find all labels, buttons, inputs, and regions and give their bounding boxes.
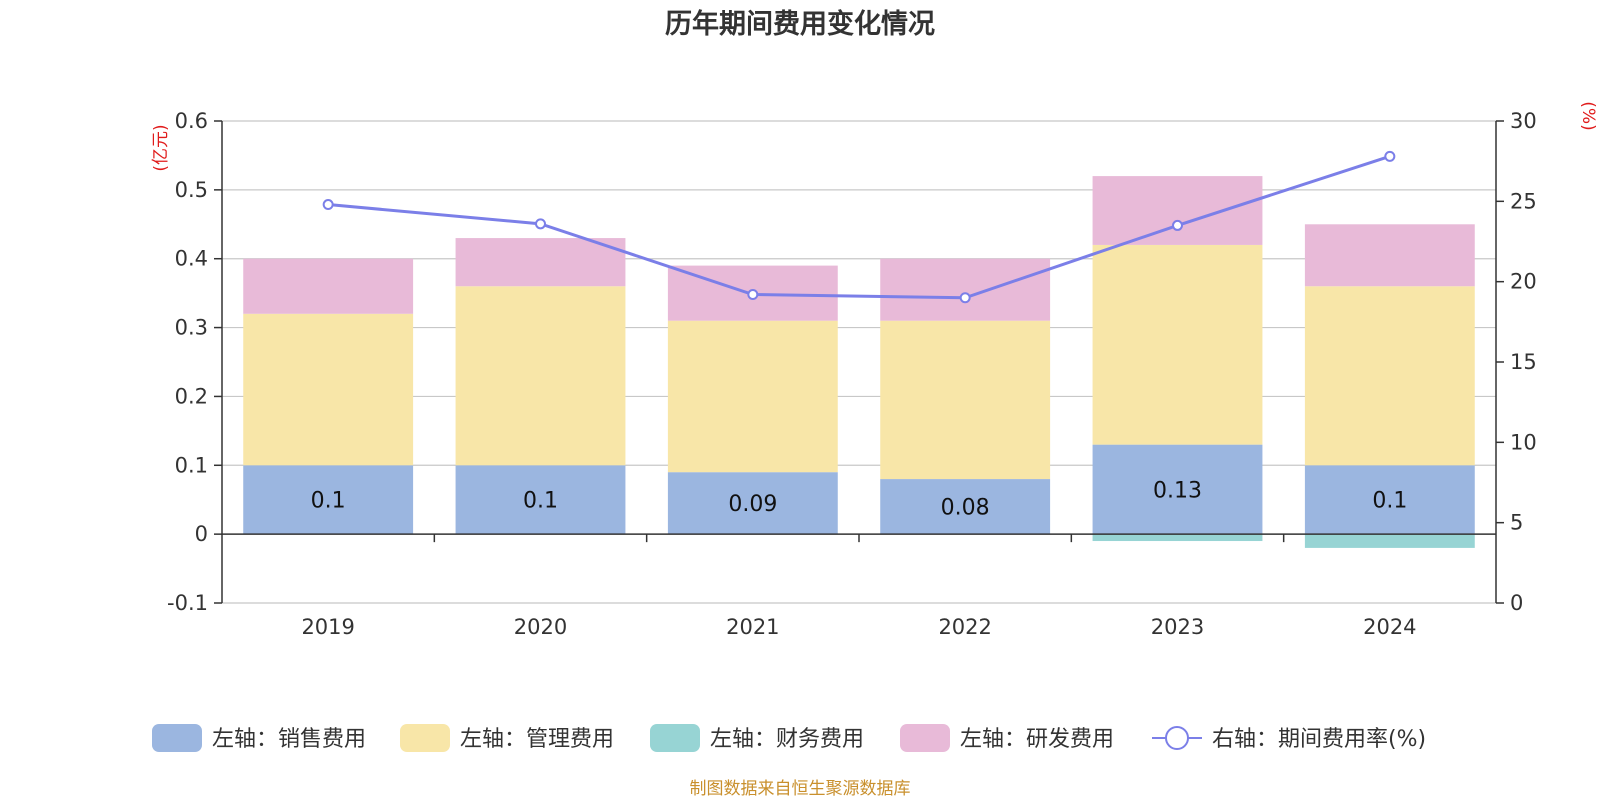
left-tick-label: -0.1 [167,591,208,615]
bar-segment [1092,444,1263,535]
bars [243,176,1475,548]
source-note: 制图数据来自恒生聚源数据库 [690,779,911,799]
left-tick-label: 0.6 [175,109,208,133]
bar-segment [243,313,414,466]
bar-segment [880,320,1051,480]
rate-line-path [328,154,1391,300]
legend-label: 左轴：财务费用 [710,727,864,752]
right-tick-label: 10 [1510,430,1537,454]
left-tick-label: 0.4 [175,247,208,271]
left-tick-label: 0.1 [175,453,208,477]
left-axis-unit: (亿元) [151,124,171,171]
grid-lines [222,120,1496,604]
legend-item[interactable]: 左轴：销售费用 [152,724,366,752]
right-tick-label: 25 [1510,189,1537,213]
bar-segment [1092,176,1263,245]
bar-segment [1304,465,1475,535]
legend-swatch [400,724,450,752]
right-tick-label: 20 [1510,270,1537,294]
legend-swatch [650,724,700,752]
x-tick-label: 2022 [938,615,991,639]
left-tick-label: 0.2 [175,384,208,408]
bar-data-label: 0.1 [523,489,558,514]
bar-segment [243,258,414,314]
bar-segment [667,472,838,535]
bar-data-label: 0.1 [311,489,346,514]
bar-data-label: 0.1 [1372,489,1407,514]
legend-item[interactable]: 左轴：研发费用 [900,724,1114,752]
right-axis-unit: (%) [1578,101,1598,130]
legend-marker [1165,726,1189,750]
rate-point [959,292,971,304]
bar-segment [455,465,626,535]
axes: -0.1 0 0.1 0.2 0.3 0.4 0.5 0.6 0 5 10 15 20 25 30 2019 2… [167,109,1537,639]
right-tick-label: 0 [1510,591,1523,615]
bar-segment [1092,534,1263,542]
bar-data-label: 0.09 [728,492,777,517]
rate-point [535,218,546,230]
right-tick-label: 15 [1510,350,1537,374]
right-tick-label: 5 [1510,511,1523,535]
legend: 左轴：销售费用 左轴：管理费用 左轴：财务费用 左轴：研发费用 右轴：期间费用率(%) [152,724,1426,752]
rate-line [322,150,1396,304]
bar-segment [1092,244,1263,445]
bar-labels: 0.1 0.1 0.09 0.08 0.13 0.1 [311,478,1408,520]
bar-segment [880,258,1051,321]
bar-segment [1304,286,1475,466]
bar-segment [455,286,626,466]
x-tick-label: 2023 [1151,615,1204,639]
left-tick-label: 0.5 [175,178,208,202]
legend-label: 左轴：销售费用 [212,727,366,752]
legend-label: 右轴：期间费用率(%) [1212,727,1426,752]
rate-point [322,199,334,211]
x-tick-label: 2020 [514,615,567,639]
rate-point [747,289,759,301]
bar-segment [455,238,626,287]
bar-data-label: 0.13 [1153,478,1202,503]
bar-segment [880,479,1051,535]
legend-label: 左轴：研发费用 [960,727,1114,752]
legend-swatch [152,724,202,752]
legend-item[interactable]: 左轴：财务费用 [650,724,864,752]
left-tick-label: 0.3 [175,316,208,340]
bar-segment [243,465,414,535]
bar-segment [1304,224,1475,287]
x-tick-label: 2019 [301,615,354,639]
bar-data-label: 0.08 [941,496,990,521]
left-tick-label: 0 [195,522,208,546]
chart-title: 历年期间费用变化情况 [665,8,935,40]
bar-segment [667,320,838,473]
x-tick-label: 2024 [1363,615,1416,639]
x-tick-label: 2021 [726,615,779,639]
right-tick-label: 30 [1510,109,1537,133]
rate-point [1384,150,1396,162]
legend-label: 左轴：管理费用 [460,727,614,752]
legend-item[interactable]: 右轴：期间费用率(%) [1152,726,1426,752]
rate-point [1172,219,1183,231]
legend-item[interactable]: 左轴：管理费用 [400,724,614,752]
legend-swatch [900,724,950,752]
bar-segment [1304,534,1475,548]
